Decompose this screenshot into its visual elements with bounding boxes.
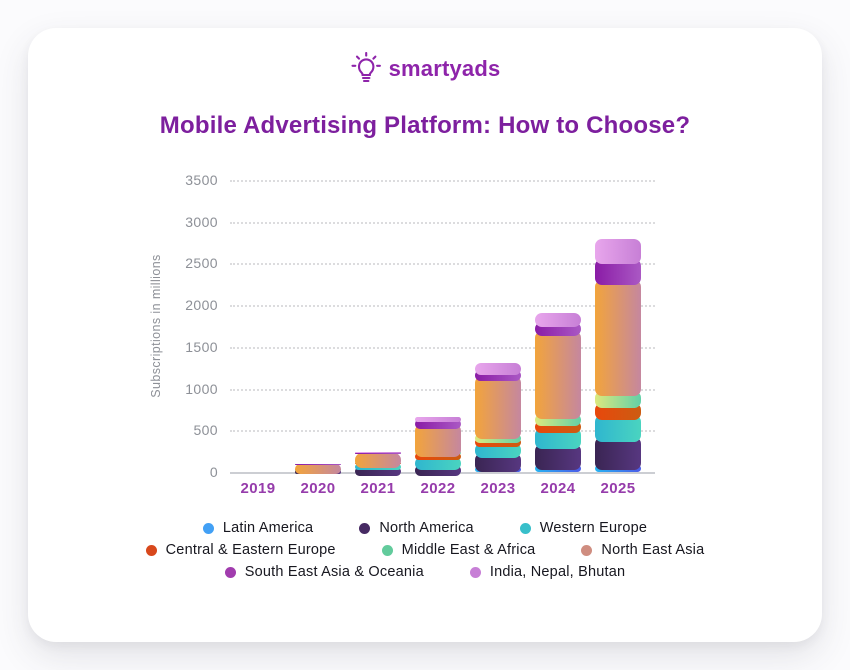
- bar-segment[interactable]: [295, 464, 341, 465]
- legend-dot: [224, 566, 236, 578]
- bar-segment[interactable]: [355, 453, 401, 468]
- bar-segment[interactable]: [415, 456, 461, 471]
- legend-row: Latin America North America Western Europe: [202, 520, 648, 536]
- x-axis-label: 2019: [240, 480, 276, 497]
- y-tick-label: 3000: [185, 213, 218, 230]
- bar-segment[interactable]: [415, 419, 461, 429]
- y-tick-label: 0: [209, 464, 218, 480]
- logo-text: smartyads: [388, 56, 501, 81]
- legend-item[interactable]: North America: [359, 520, 474, 536]
- bar-segment[interactable]: [415, 424, 461, 457]
- chart-card: smartyads Mobile Advertising Platform: H…: [28, 28, 822, 642]
- legend-label: Central & Eastern Europe: [165, 542, 336, 558]
- x-axis-label: 2025: [600, 480, 636, 497]
- bar-segment[interactable]: [415, 417, 461, 422]
- bar-segment[interactable]: [535, 427, 581, 450]
- legend-label: South East Asia & Oceania: [244, 564, 424, 580]
- legend-item[interactable]: North East Asia: [581, 542, 704, 558]
- y-tick-label: 2000: [185, 297, 218, 314]
- legend-label: North America: [379, 520, 474, 536]
- legend-item[interactable]: South East Asia & Oceania: [224, 564, 424, 580]
- bar-segment[interactable]: [475, 376, 521, 439]
- legend-item[interactable]: Central & Eastern Europe: [145, 542, 336, 558]
- y-tick-label: 3500: [185, 172, 218, 188]
- x-axis-label: 2021: [360, 480, 396, 497]
- y-tick-label: 1500: [185, 338, 218, 355]
- legend-label: India, Nepal, Bhutan: [489, 564, 626, 580]
- bar-segment[interactable]: [355, 466, 401, 477]
- legend-row: South East Asia & Oceania India, Nepal, B…: [224, 564, 626, 580]
- y-tick-label: 2500: [185, 255, 218, 272]
- legend-dot: [359, 522, 371, 534]
- bar-segment[interactable]: [595, 437, 641, 470]
- lightbulb-icon: [351, 52, 381, 83]
- bar-segment[interactable]: [475, 363, 521, 376]
- bar-segment[interactable]: [355, 452, 401, 453]
- bar-segment[interactable]: [295, 464, 341, 474]
- x-axis-label: 2020: [300, 480, 336, 497]
- legend: Latin America North America Western Europe…: [28, 520, 822, 580]
- page-title: Mobile Advertising Platform: How to Choo…: [159, 112, 691, 139]
- y-tick-label: 1000: [185, 380, 218, 397]
- gridline: [230, 388, 655, 391]
- gridline: [230, 263, 655, 266]
- bar-segment[interactable]: [355, 452, 401, 455]
- legend-dot: [202, 522, 214, 534]
- legend-dot: [469, 566, 481, 578]
- bar-segment[interactable]: [535, 414, 581, 426]
- plot-area: 0 500 1000 1500 2000 2500 3000 3500 2019 2020 2021…: [185, 172, 655, 497]
- bar-segment[interactable]: [535, 312, 581, 328]
- legend-row: Central & Eastern Europe Middle East & Af…: [145, 542, 705, 558]
- legend-dot: [581, 544, 593, 556]
- legend-dot: [519, 522, 531, 534]
- gridline: [230, 346, 655, 349]
- logo: smartyads: [28, 52, 822, 86]
- y-axis-title: Subscriptions in millions: [149, 254, 163, 398]
- legend-label: Western Europe: [539, 520, 648, 536]
- legend-item[interactable]: Latin America: [202, 520, 314, 536]
- bar-segment[interactable]: [295, 463, 341, 465]
- x-axis-label: 2024: [540, 480, 576, 497]
- gridline: [230, 305, 655, 308]
- legend-dot: [145, 544, 157, 556]
- x-axis-label: 2022: [420, 480, 456, 497]
- gridline: [230, 180, 655, 182]
- bar-segment[interactable]: [595, 280, 641, 397]
- bar-segment[interactable]: [535, 331, 581, 420]
- bar-segment[interactable]: [415, 452, 461, 461]
- legend-dot: [381, 544, 393, 556]
- legend-label: Latin America: [222, 520, 314, 536]
- legend-label: North East Asia: [601, 542, 705, 558]
- gridline: [230, 221, 655, 224]
- legend-item[interactable]: Middle East & Africa: [381, 542, 536, 558]
- bar-segment[interactable]: [415, 465, 461, 476]
- x-axis-label: 2023: [480, 480, 516, 497]
- bar-segment[interactable]: [595, 239, 641, 265]
- legend-item[interactable]: India, Nepal, Bhutan: [469, 564, 626, 580]
- legend-label: Middle East & Africa: [401, 542, 536, 558]
- bar-segment[interactable]: [475, 370, 521, 382]
- y-tick-label: 500: [193, 422, 218, 439]
- legend-item[interactable]: Western Europe: [519, 520, 648, 536]
